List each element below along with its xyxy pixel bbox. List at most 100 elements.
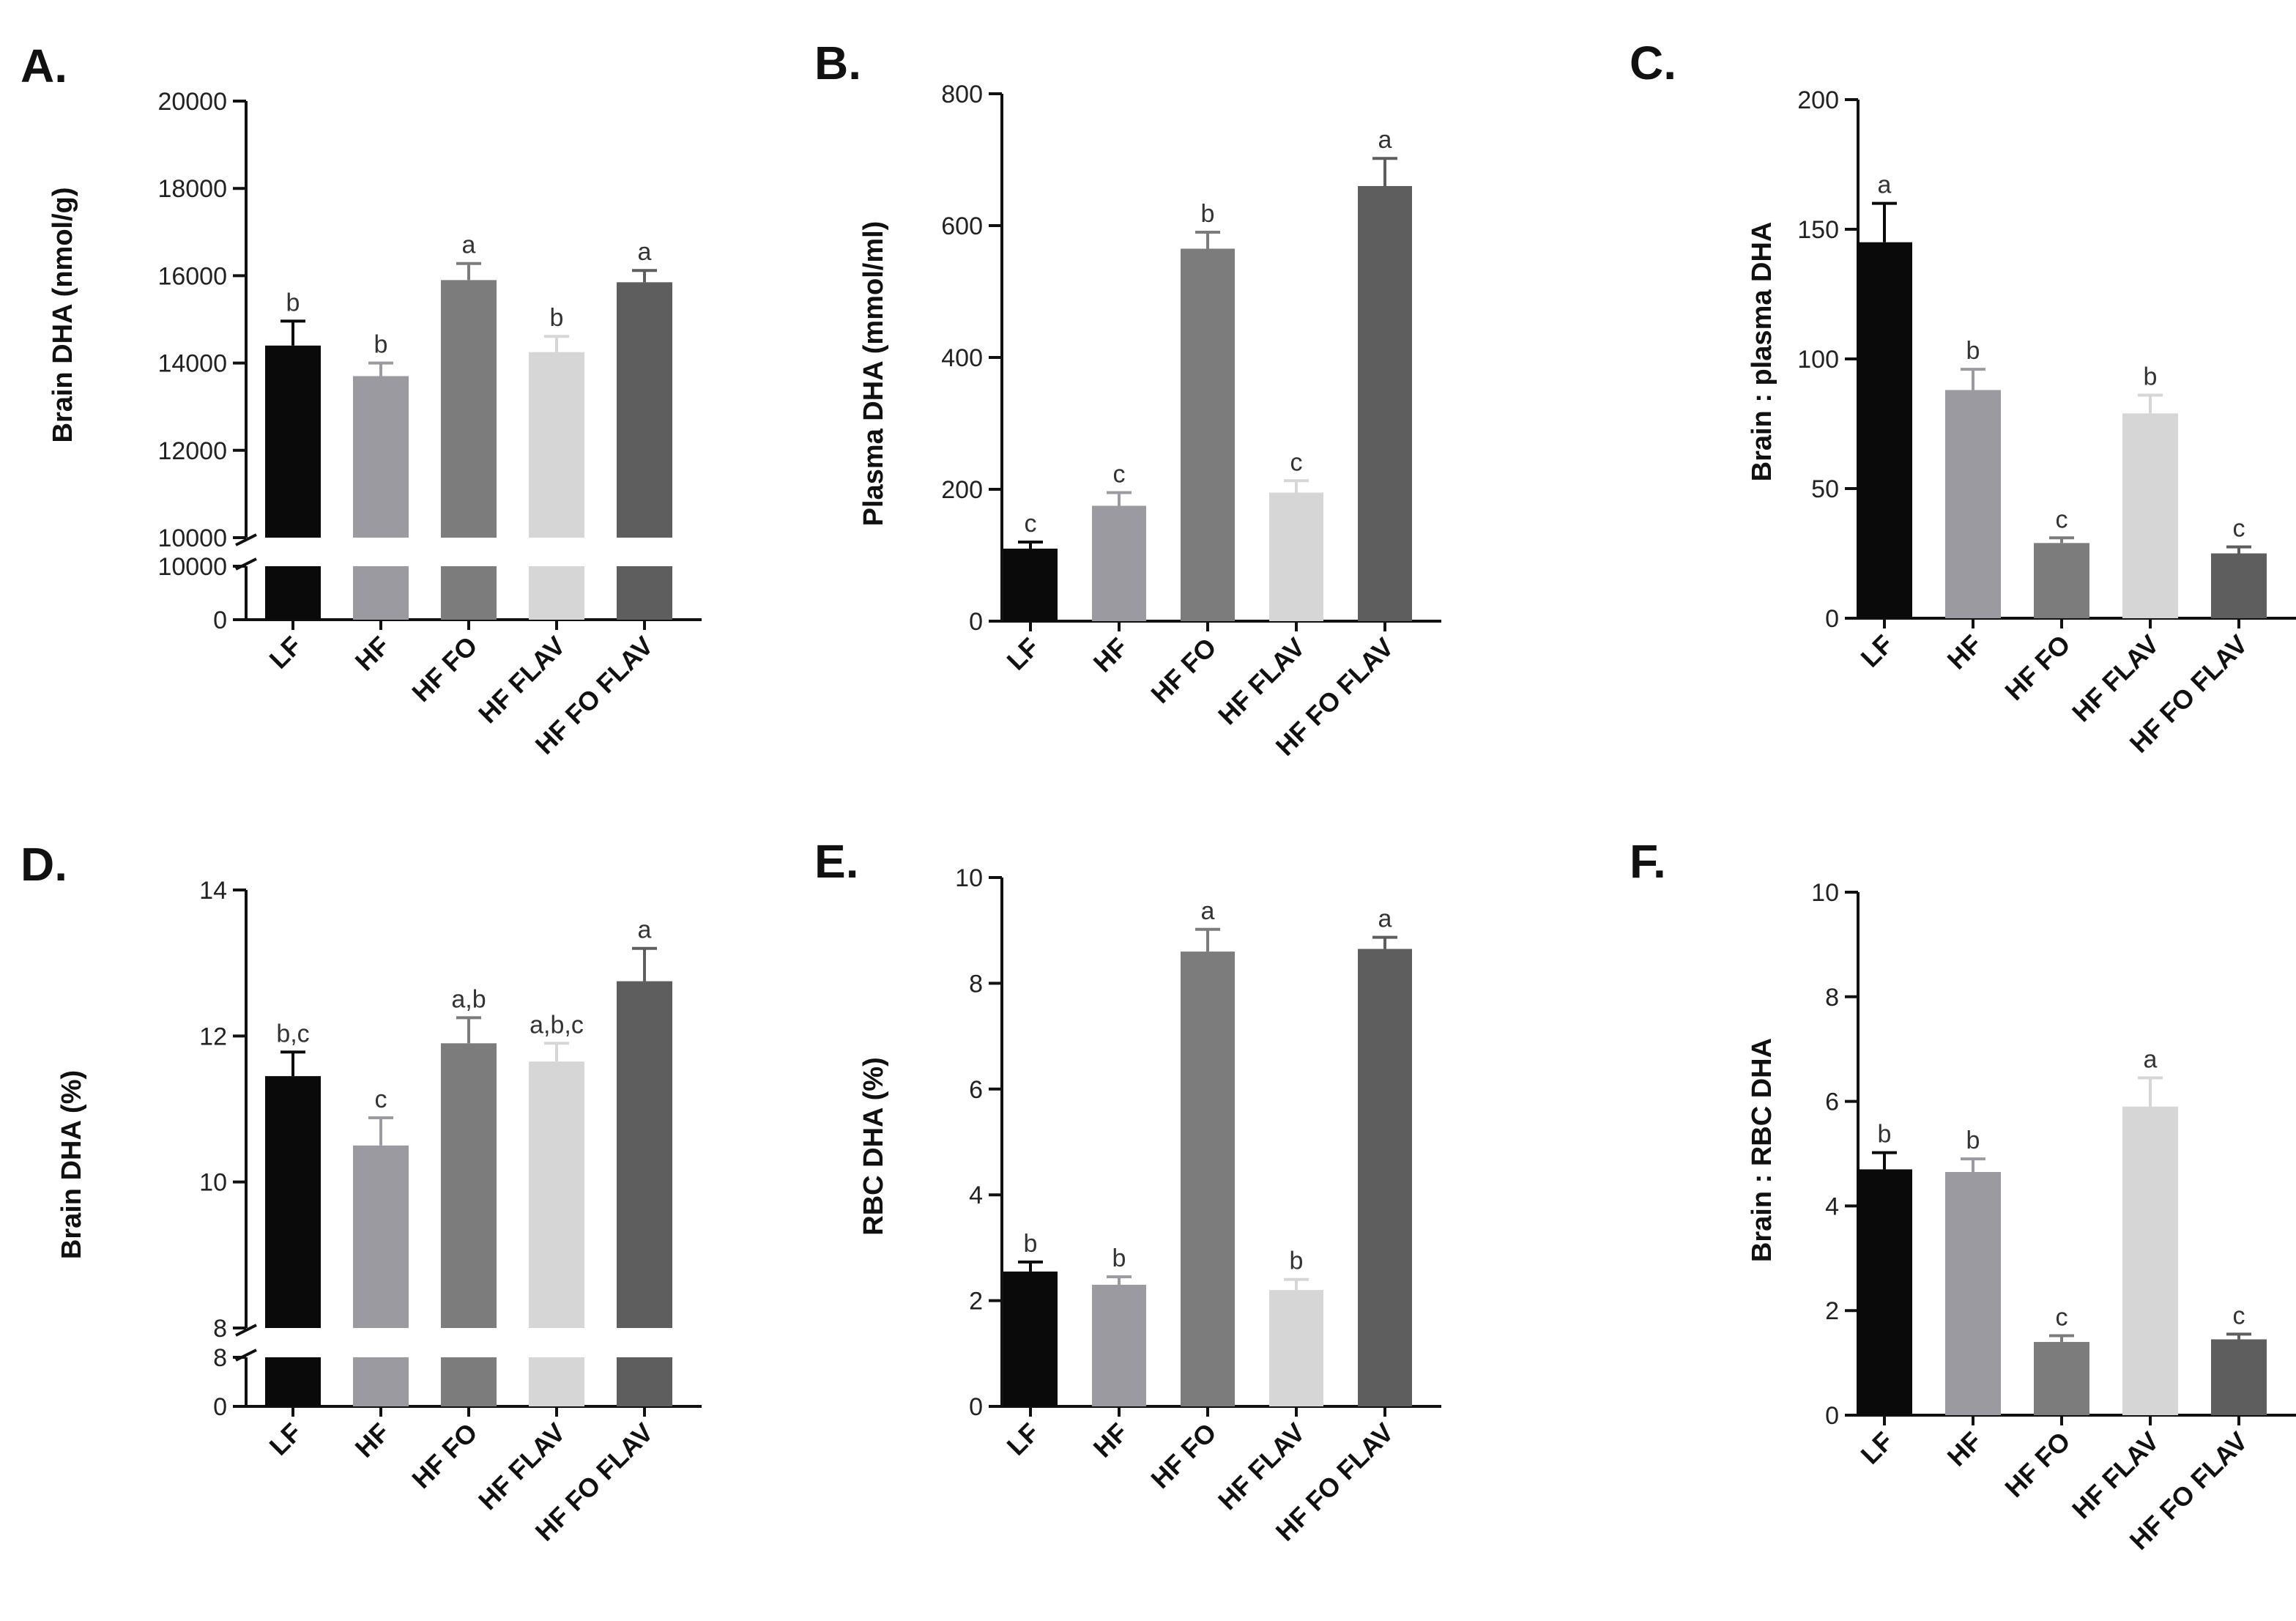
y-tick-label: 4	[1825, 1192, 1839, 1220]
y-tick-label: 14	[199, 877, 227, 905]
bar	[1857, 242, 1912, 618]
bar	[1181, 952, 1235, 1406]
y-axis-label: Brain : RBC DHA	[1747, 1038, 1777, 1262]
bar	[2122, 413, 2178, 618]
category-label: HF	[1942, 1426, 1988, 1472]
significance-label: a	[2144, 1045, 2158, 1073]
y-tick-label: 0	[1825, 605, 1839, 633]
panel-letter: C.	[1630, 37, 1676, 89]
panel-letter: F.	[1630, 835, 1666, 888]
category-label: HF FO	[406, 1417, 483, 1494]
y-axis-label: Brain DHA (nmol/g)	[48, 187, 78, 442]
significance-label: a	[1878, 171, 1892, 199]
bar	[1003, 1271, 1058, 1406]
bar-lower-segment	[529, 566, 584, 620]
bar	[1181, 248, 1235, 621]
significance-label: c	[2233, 515, 2245, 543]
significance-label: b	[1290, 1247, 1304, 1275]
bar	[353, 376, 409, 538]
significance-label: c	[2233, 1302, 2245, 1329]
significance-label: b	[1112, 1245, 1126, 1272]
significance-label: a	[462, 231, 476, 259]
y-tick-label: 200	[941, 476, 983, 504]
category-label: LF	[1855, 629, 1899, 673]
bar-lower-segment	[617, 566, 672, 620]
bar	[353, 1145, 409, 1328]
y-tick-label: 800	[941, 81, 983, 108]
bar	[1269, 1290, 1323, 1406]
y-tick-label: 200	[1797, 86, 1839, 114]
bar-lower-segment	[441, 1357, 497, 1406]
bar	[2122, 1106, 2178, 1415]
bar	[1358, 949, 1412, 1406]
y-tick-label: 10000	[157, 524, 227, 552]
significance-label: a	[1201, 897, 1215, 925]
y-tick-label: 16000	[157, 262, 227, 290]
y-tick-label: 400	[941, 344, 983, 372]
significance-label: b	[374, 331, 388, 359]
y-tick-label: 10	[199, 1169, 227, 1197]
bar	[1269, 492, 1323, 621]
y-tick-label: 0	[213, 607, 227, 634]
category-label: HF FO	[1145, 632, 1222, 709]
category-label: HF	[1942, 629, 1988, 675]
bar	[617, 981, 672, 1328]
bar	[441, 1043, 497, 1328]
bar	[265, 345, 321, 538]
y-tick-label: 10	[1811, 879, 1839, 907]
panel-d: D. Brain DHA (%) 14 12 10 88 0 b,c LF c HF a,b HF FO…	[21, 838, 702, 1547]
bar	[265, 1076, 321, 1328]
bar-lower-segment	[617, 1357, 672, 1406]
panel-letter: E.	[814, 835, 858, 888]
significance-label: a	[1378, 905, 1392, 933]
significance-label: c	[375, 1086, 387, 1113]
bar	[617, 282, 672, 538]
category-label: HF FO	[406, 631, 483, 708]
significance-label: a,b,c	[530, 1011, 584, 1039]
category-label: HF FO	[1999, 1426, 2076, 1503]
significance-label: b	[1201, 200, 1215, 228]
bar	[1092, 505, 1146, 621]
y-axis-label: Plasma DHA (mmol/ml)	[858, 221, 889, 527]
y-tick-label: 4	[969, 1182, 983, 1209]
y-tick-label: 8	[213, 1344, 227, 1372]
bar	[529, 1061, 584, 1328]
y-tick-label: 50	[1811, 475, 1839, 503]
significance-label: b	[1966, 337, 1980, 365]
significance-label: c	[1025, 510, 1037, 538]
y-tick-label: 2	[969, 1288, 983, 1316]
category-label: LF	[264, 631, 308, 675]
category-label: HF	[1088, 1417, 1134, 1464]
category-label: HF	[349, 631, 395, 677]
bar	[1857, 1169, 1912, 1415]
significance-label: c	[2056, 505, 2068, 533]
significance-label: a	[638, 916, 652, 944]
category-label: LF	[1001, 1417, 1045, 1461]
y-tick-label: 100	[1797, 346, 1839, 374]
y-tick-label: 10	[955, 864, 983, 892]
significance-label: c	[1113, 461, 1126, 489]
axis-break-mark	[235, 533, 257, 546]
significance-label: a	[638, 238, 652, 266]
significance-label: b	[1878, 1121, 1892, 1149]
y-tick-label: 8	[969, 970, 983, 998]
panel-letter: D.	[21, 838, 67, 891]
y-tick-label: 2	[1825, 1297, 1839, 1325]
significance-label: b	[1966, 1127, 1980, 1154]
category-label: LF	[1001, 632, 1045, 676]
bar	[529, 352, 584, 538]
category-label: HF FO	[1145, 1417, 1222, 1494]
panel-letter: B.	[814, 37, 861, 89]
bar	[2211, 1339, 2267, 1415]
bar-lower-segment	[441, 566, 497, 620]
bar	[2211, 553, 2267, 618]
significance-label: b	[286, 289, 300, 316]
panel-c: C. Brain : plasma DHA 200 150 100 50 0 a LF b HF c H…	[1630, 37, 2296, 759]
bar	[2034, 543, 2089, 618]
category-label: LF	[264, 1417, 308, 1461]
y-tick-label: 12	[199, 1023, 227, 1050]
y-axis-label: Brain DHA (%)	[56, 1070, 87, 1259]
y-tick-label: 0	[969, 1393, 983, 1421]
